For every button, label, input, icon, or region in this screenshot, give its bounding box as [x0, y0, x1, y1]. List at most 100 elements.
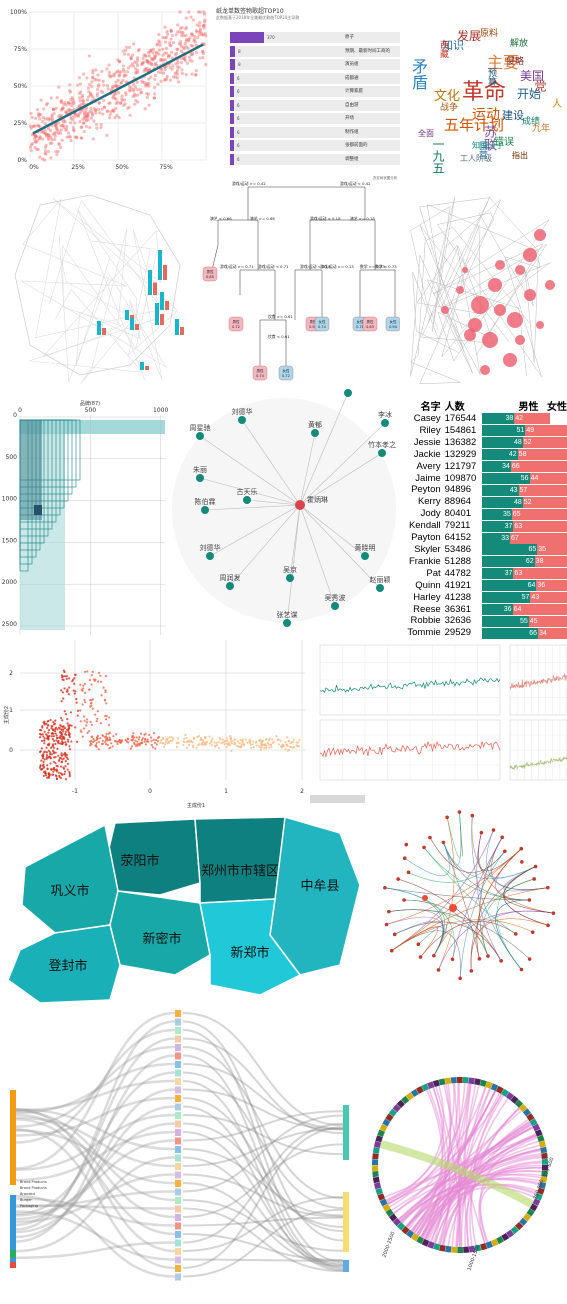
pca-point: [266, 741, 269, 745]
map-bar: [160, 292, 164, 310]
sankey-node: [175, 1061, 181, 1068]
point: [153, 85, 157, 90]
chord-arc: [388, 1213, 398, 1222]
city-bubble: [515, 335, 525, 345]
graph-node: [551, 911, 556, 915]
bar-value: 6: [237, 116, 240, 121]
point: [108, 75, 112, 79]
point: [193, 40, 197, 44]
y-tick: 1000: [2, 496, 17, 503]
point: [33, 133, 38, 137]
tree-node: 演艺 >= 0.66: [250, 216, 275, 221]
point: [187, 38, 191, 42]
point: [142, 69, 146, 73]
pca-point: [60, 753, 63, 756]
point: [54, 106, 58, 110]
point: [89, 106, 93, 111]
chord-ribbon: [460, 1094, 505, 1248]
cloud-word: 建设: [502, 109, 524, 122]
pca-point: [67, 693, 70, 696]
chord-arc: [462, 1077, 469, 1084]
chord-arc: [541, 1170, 548, 1177]
pca-point: [185, 746, 189, 749]
point: [172, 75, 176, 79]
network-node: [376, 584, 384, 592]
pca-point: [43, 730, 46, 734]
table-row: Kendall 79211 37 63: [398, 520, 567, 532]
point: [106, 87, 110, 91]
sankey-link: [182, 1207, 344, 1273]
pca-point: [79, 683, 82, 686]
point: [72, 101, 76, 106]
point: [60, 138, 64, 142]
cell-count: 88964: [444, 496, 472, 508]
sankey-link: [182, 1156, 344, 1267]
female-bar: 36: [536, 580, 567, 592]
table-row: Casey 176544 38 42: [398, 413, 567, 425]
cell-ratio: 38 42: [481, 413, 567, 425]
pca-point: [68, 724, 71, 727]
pca-point: [136, 740, 139, 743]
point: [66, 131, 71, 135]
pca-point: [57, 754, 60, 757]
point: [175, 72, 179, 76]
pca-point: [49, 762, 52, 765]
pca-point: [205, 742, 208, 746]
pca-point: [79, 709, 82, 712]
point: [68, 83, 72, 87]
cloud-word: 国营: [477, 141, 487, 159]
bar-label: 张都前面的: [345, 143, 368, 148]
chord-ribbon: [434, 1170, 542, 1244]
map-bars-panel: [0, 175, 200, 400]
point: [73, 135, 77, 139]
point: [143, 53, 147, 57]
point: [196, 10, 200, 14]
sankey-link: [182, 1208, 344, 1278]
pca-point: [103, 699, 107, 702]
points: [28, 10, 208, 162]
cell-ratio: 37 63: [481, 520, 567, 532]
sankey-link: [14, 1071, 176, 1216]
network-label: 朱丽: [193, 465, 207, 474]
pca-point: [40, 759, 43, 762]
point: [37, 113, 41, 117]
pca-point: [131, 734, 134, 738]
pca-point: [152, 738, 155, 741]
point: [76, 114, 81, 118]
point: [63, 110, 68, 114]
network-edge: [246, 499, 301, 506]
pca-point: [189, 740, 192, 744]
point: [178, 26, 183, 31]
pca-point: [92, 738, 95, 741]
bar-fill: [230, 32, 264, 43]
pca-point: [161, 741, 164, 745]
point: [175, 70, 179, 74]
network-edge: [299, 504, 366, 557]
cloud-word: 发展: [457, 29, 482, 43]
pca-point: [91, 740, 95, 744]
border: [61, 208, 159, 384]
sankey-node: [175, 1129, 181, 1136]
point: [47, 127, 51, 131]
point: [156, 82, 160, 86]
point: [173, 71, 177, 75]
pca-point: [46, 720, 49, 723]
male-bar: 38: [481, 413, 515, 425]
region-label: 郑州市市辖区: [201, 863, 279, 879]
point: [148, 67, 152, 72]
chord-ribbon: [447, 1160, 542, 1247]
sankey-node: [175, 1256, 181, 1264]
point: [123, 52, 127, 56]
point: [53, 134, 58, 138]
pca-point: [62, 757, 65, 760]
cell-name: Riley: [419, 424, 441, 436]
pca-point: [248, 739, 251, 743]
point: [175, 65, 180, 69]
point: [176, 30, 180, 34]
point: [163, 58, 167, 62]
point: [28, 145, 33, 150]
pca-point: [69, 711, 73, 714]
gender-table-panel: 名字 人数 男性 Casey 176544 38 42 Riley 154861 51 49 J…: [398, 398, 567, 640]
point: [201, 50, 205, 54]
point: [50, 117, 54, 121]
